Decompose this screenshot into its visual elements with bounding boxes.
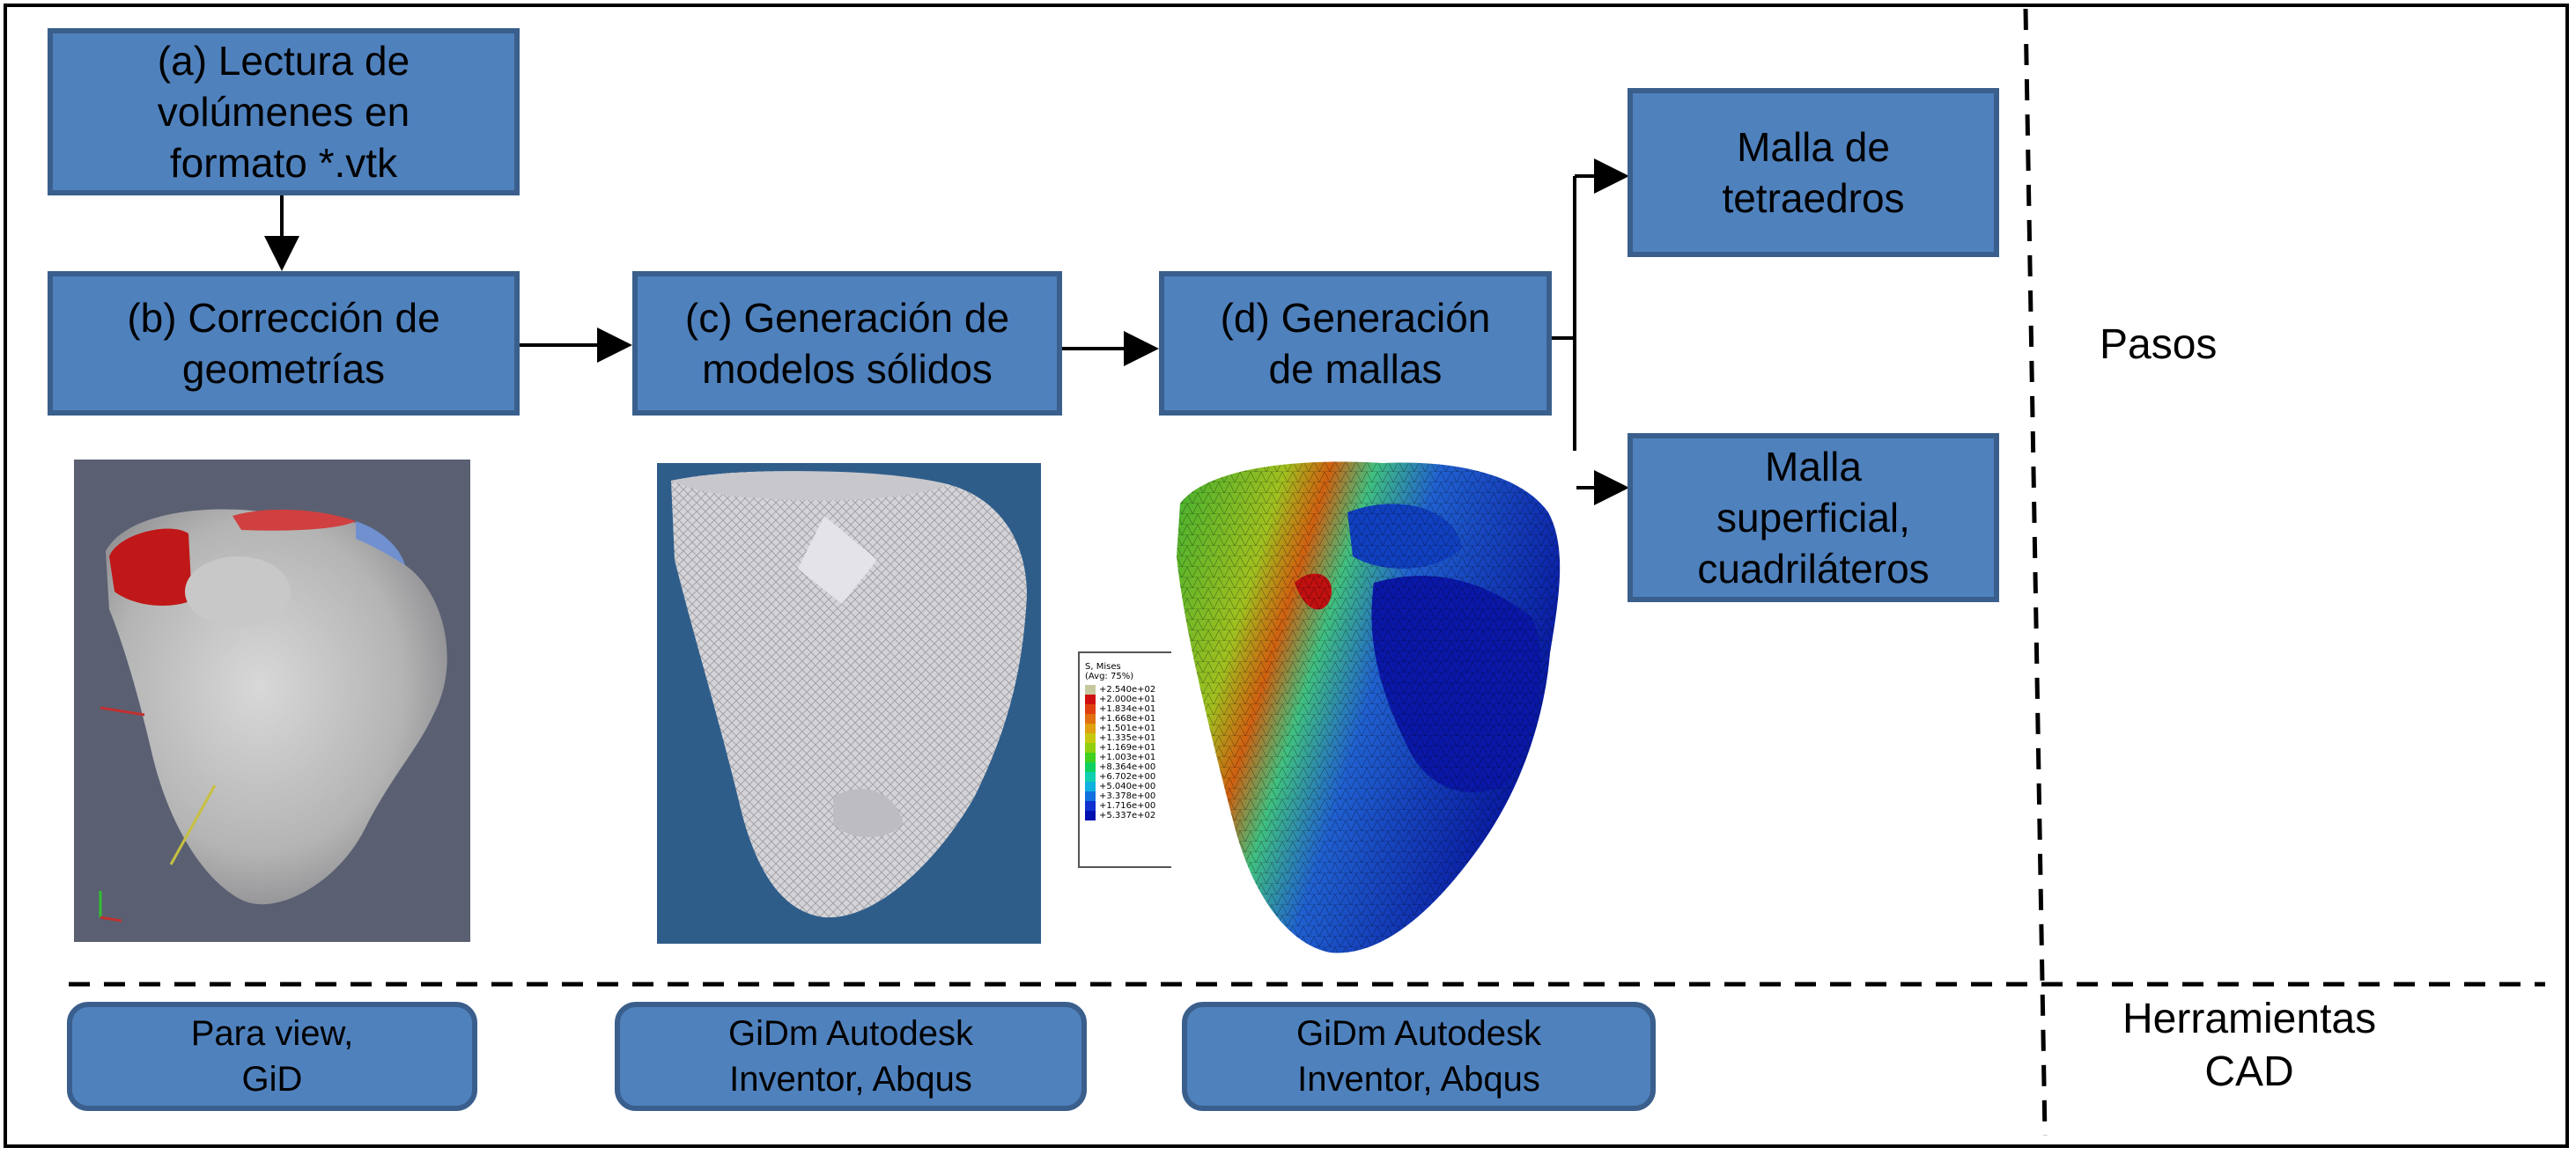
step-d-box: (d) Generación de mallas [1159, 271, 1552, 416]
legend-swatch [1085, 724, 1096, 733]
legend-value: +1.716e+00 [1099, 801, 1156, 811]
step-c-box: (c) Generación de modelos sólidos [632, 271, 1062, 416]
steps-row-label: Pasos [2100, 321, 2218, 368]
heart-geometry-illustration [99, 509, 447, 923]
legend-swatch [1085, 695, 1096, 704]
legend-value: +1.335e+01 [1099, 733, 1156, 743]
legend-value: +2.540e+02 [1099, 685, 1156, 695]
tool-pill-paraview: Para view, GiD [67, 1002, 477, 1111]
legend-entry: +1.716e+00 [1080, 801, 1205, 811]
legend-entry: +3.378e+00 [1080, 791, 1205, 801]
tetrahedral-mesh-box: Malla de tetraedros [1628, 88, 1999, 257]
tool-pill-gid-inventor-1: GiDm Autodesk Inventor, Abqus [615, 1002, 1087, 1111]
legend-entry: +1.335e+01 [1080, 733, 1205, 743]
legend-entry: +1.668e+01 [1080, 714, 1205, 724]
legend-swatch [1085, 811, 1096, 820]
step-a-box: (a) Lectura de volúmenes en formato *.vt… [48, 28, 520, 195]
legend-value: +6.702e+00 [1099, 772, 1156, 782]
legend-entry: +1.003e+01 [1080, 753, 1205, 762]
legend-entry: +1.501e+01 [1080, 724, 1205, 733]
legend-value: +5.337e+02 [1099, 811, 1156, 820]
tool-pill-gid-inventor-2: GiDm Autodesk Inventor, Abqus [1182, 1002, 1656, 1111]
legend-entry: +1.169e+01 [1080, 743, 1205, 753]
legend-swatch [1085, 704, 1096, 714]
legend-swatch [1085, 743, 1096, 753]
legend-value: +2.000e+01 [1099, 695, 1156, 704]
legend-value: +8.364e+00 [1099, 762, 1156, 772]
legend-value: +1.834e+01 [1099, 704, 1156, 714]
legend-value: +3.378e+00 [1099, 791, 1156, 801]
fe-mesh-image [1171, 451, 1576, 965]
legend-value: +1.169e+01 [1099, 743, 1156, 753]
wireframe-solid-illustration [671, 471, 1027, 918]
legend-value: +1.003e+01 [1099, 753, 1156, 762]
legend-value: +1.668e+01 [1099, 714, 1156, 724]
legend-entry: +2.540e+02 [1080, 685, 1205, 695]
vertical-dashed-divider [2023, 8, 2048, 1137]
legend-swatch [1085, 782, 1096, 791]
legend-value: +1.501e+01 [1099, 724, 1156, 733]
legend-value: +5.040e+00 [1099, 782, 1156, 791]
geometry-render-image [74, 460, 470, 942]
legend-swatch [1085, 714, 1096, 724]
legend-entry: +8.364e+00 [1080, 762, 1205, 772]
legend-swatch [1085, 685, 1096, 695]
legend-entry: +5.040e+00 [1080, 782, 1205, 791]
legend-swatch [1085, 801, 1096, 811]
surface-mesh-box: Malla superficial, cuadriláteros [1628, 433, 1999, 602]
legend-entry: +1.834e+01 [1080, 704, 1205, 714]
solid-model-image [657, 463, 1041, 944]
step-b-box: (b) Corrección de geometrías [48, 271, 520, 416]
legend-swatch [1085, 791, 1096, 801]
legend-swatch [1085, 762, 1096, 772]
legend-swatch [1085, 733, 1096, 743]
legend-entry: +5.337e+02 [1080, 811, 1205, 820]
legend-entry: +6.702e+00 [1080, 772, 1205, 782]
legend-entries: +2.540e+02 +2.000e+01 +1.834e+01 +1.668e+01… [1080, 685, 1205, 820]
figure-frame [4, 4, 2569, 1148]
legend-swatch [1085, 772, 1096, 782]
legend-entry: +2.000e+01 [1080, 695, 1205, 704]
legend-title: S, Mises (Avg: 75%) [1085, 662, 1134, 681]
colored-mesh-illustration [1177, 461, 1561, 953]
legend-swatch [1085, 753, 1096, 762]
tools-row-label: Herramientas CAD [2122, 996, 2377, 1095]
